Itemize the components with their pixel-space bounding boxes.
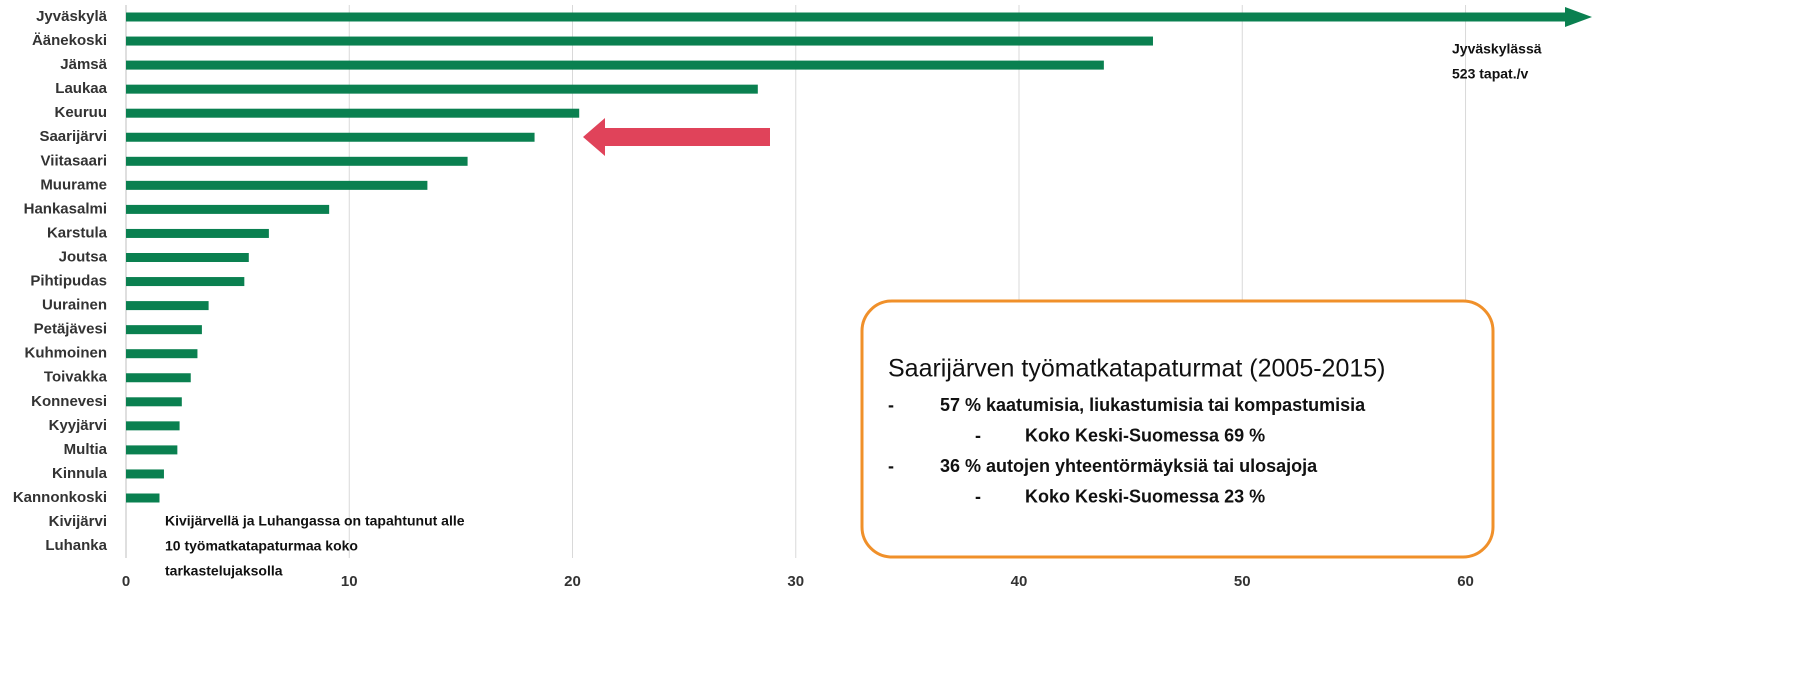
callout-item: Koko Keski-Suomessa 69 % (1025, 425, 1265, 445)
y-tick-label: Pihtipudas (30, 273, 107, 290)
x-tick-label: 30 (787, 573, 804, 590)
bar (126, 180, 428, 190)
x-tick-label: 40 (1011, 573, 1028, 590)
callout-item: 36 % autojen yhteentörmäyksiä tai ulosaj… (940, 456, 1318, 476)
callout-bullet: - (975, 425, 981, 445)
bar (126, 84, 758, 94)
x-tick-label: 50 (1234, 573, 1251, 590)
annotation: tarkastelujaksolla (165, 563, 283, 579)
bar (126, 373, 191, 383)
bars (126, 12, 1567, 503)
y-tick-label: Multia (64, 441, 108, 458)
callout-box (860, 299, 1495, 559)
y-tick-label: Uurainen (42, 297, 107, 314)
y-tick-label: Kuhmoinen (25, 345, 108, 362)
x-tick-label: 0 (122, 573, 130, 590)
y-tick-label: Hankasalmi (24, 200, 107, 217)
x-tick-label: 10 (341, 573, 358, 590)
bar (126, 36, 1153, 46)
y-tick-label: Laukaa (55, 80, 107, 97)
bar (126, 132, 535, 142)
y-tick-label: Äänekoski (32, 32, 107, 49)
y-tick-label: Petäjävesi (34, 321, 107, 338)
bar (126, 493, 160, 503)
y-tick-label: Konnevesi (31, 393, 107, 410)
bar (126, 349, 198, 359)
bar (126, 204, 330, 214)
y-tick-label: Saarijärvi (39, 128, 107, 145)
annotation: Kivijärvellä ja Luhangassa on tapahtunut… (165, 513, 465, 529)
callout-item: 57 % kaatumisia, liukastumisia tai kompa… (940, 395, 1366, 415)
callout-title: Saarijärven työmatkatapaturmat (2005-201… (888, 355, 1386, 383)
callout-bullet: - (888, 456, 894, 476)
bar (126, 277, 245, 287)
callout-bullet: - (975, 486, 981, 506)
grid (125, 5, 1467, 558)
y-tick-label: Jyväskylä (36, 8, 108, 25)
bar (126, 301, 209, 311)
bar (126, 469, 164, 479)
y-tick-label: Kivijärvi (49, 513, 107, 530)
y-tick-label: Kyyjärvi (49, 417, 107, 434)
y-tick-label: Kinnula (52, 465, 108, 482)
annotation: Jyväskylässä (1452, 41, 1542, 57)
bar (126, 156, 468, 166)
bar (126, 228, 269, 238)
y-tick-label: Karstula (47, 224, 108, 241)
y-tick-label: Joutsa (59, 248, 108, 265)
y-tick-label: Keuruu (55, 104, 108, 121)
annotation: 523 tapat./v (1452, 66, 1528, 82)
annotation: 10 työmatkatapaturmaa koko (165, 538, 358, 554)
y-tick-label: Muurame (40, 176, 107, 193)
bar (126, 445, 178, 455)
y-tick-label: Luhanka (45, 537, 107, 554)
highlight-arrow (583, 118, 770, 156)
bar (126, 108, 580, 118)
callout-item: Koko Keski-Suomessa 23 % (1025, 486, 1265, 506)
y-tick-label: Toivakka (44, 369, 108, 386)
bar (126, 253, 249, 262)
x-tick-label: 60 (1457, 573, 1474, 590)
bar (126, 421, 180, 431)
y-tick-label: Jämsä (60, 56, 107, 73)
overflow-arrowhead (1565, 7, 1592, 27)
x-tick-label: 20 (564, 573, 581, 590)
bar (126, 12, 1567, 22)
labels: 0 10 20 30 40 50 60 Jyväskylä Äänekoski Jämsä Lauk… (13, 8, 1542, 590)
bar (126, 60, 1104, 70)
bar (126, 397, 182, 407)
bar (126, 325, 202, 335)
y-tick-label: Viitasaari (41, 152, 107, 169)
callout-bullet: - (888, 395, 894, 415)
y-tick-label: Kannonkoski (13, 489, 107, 506)
